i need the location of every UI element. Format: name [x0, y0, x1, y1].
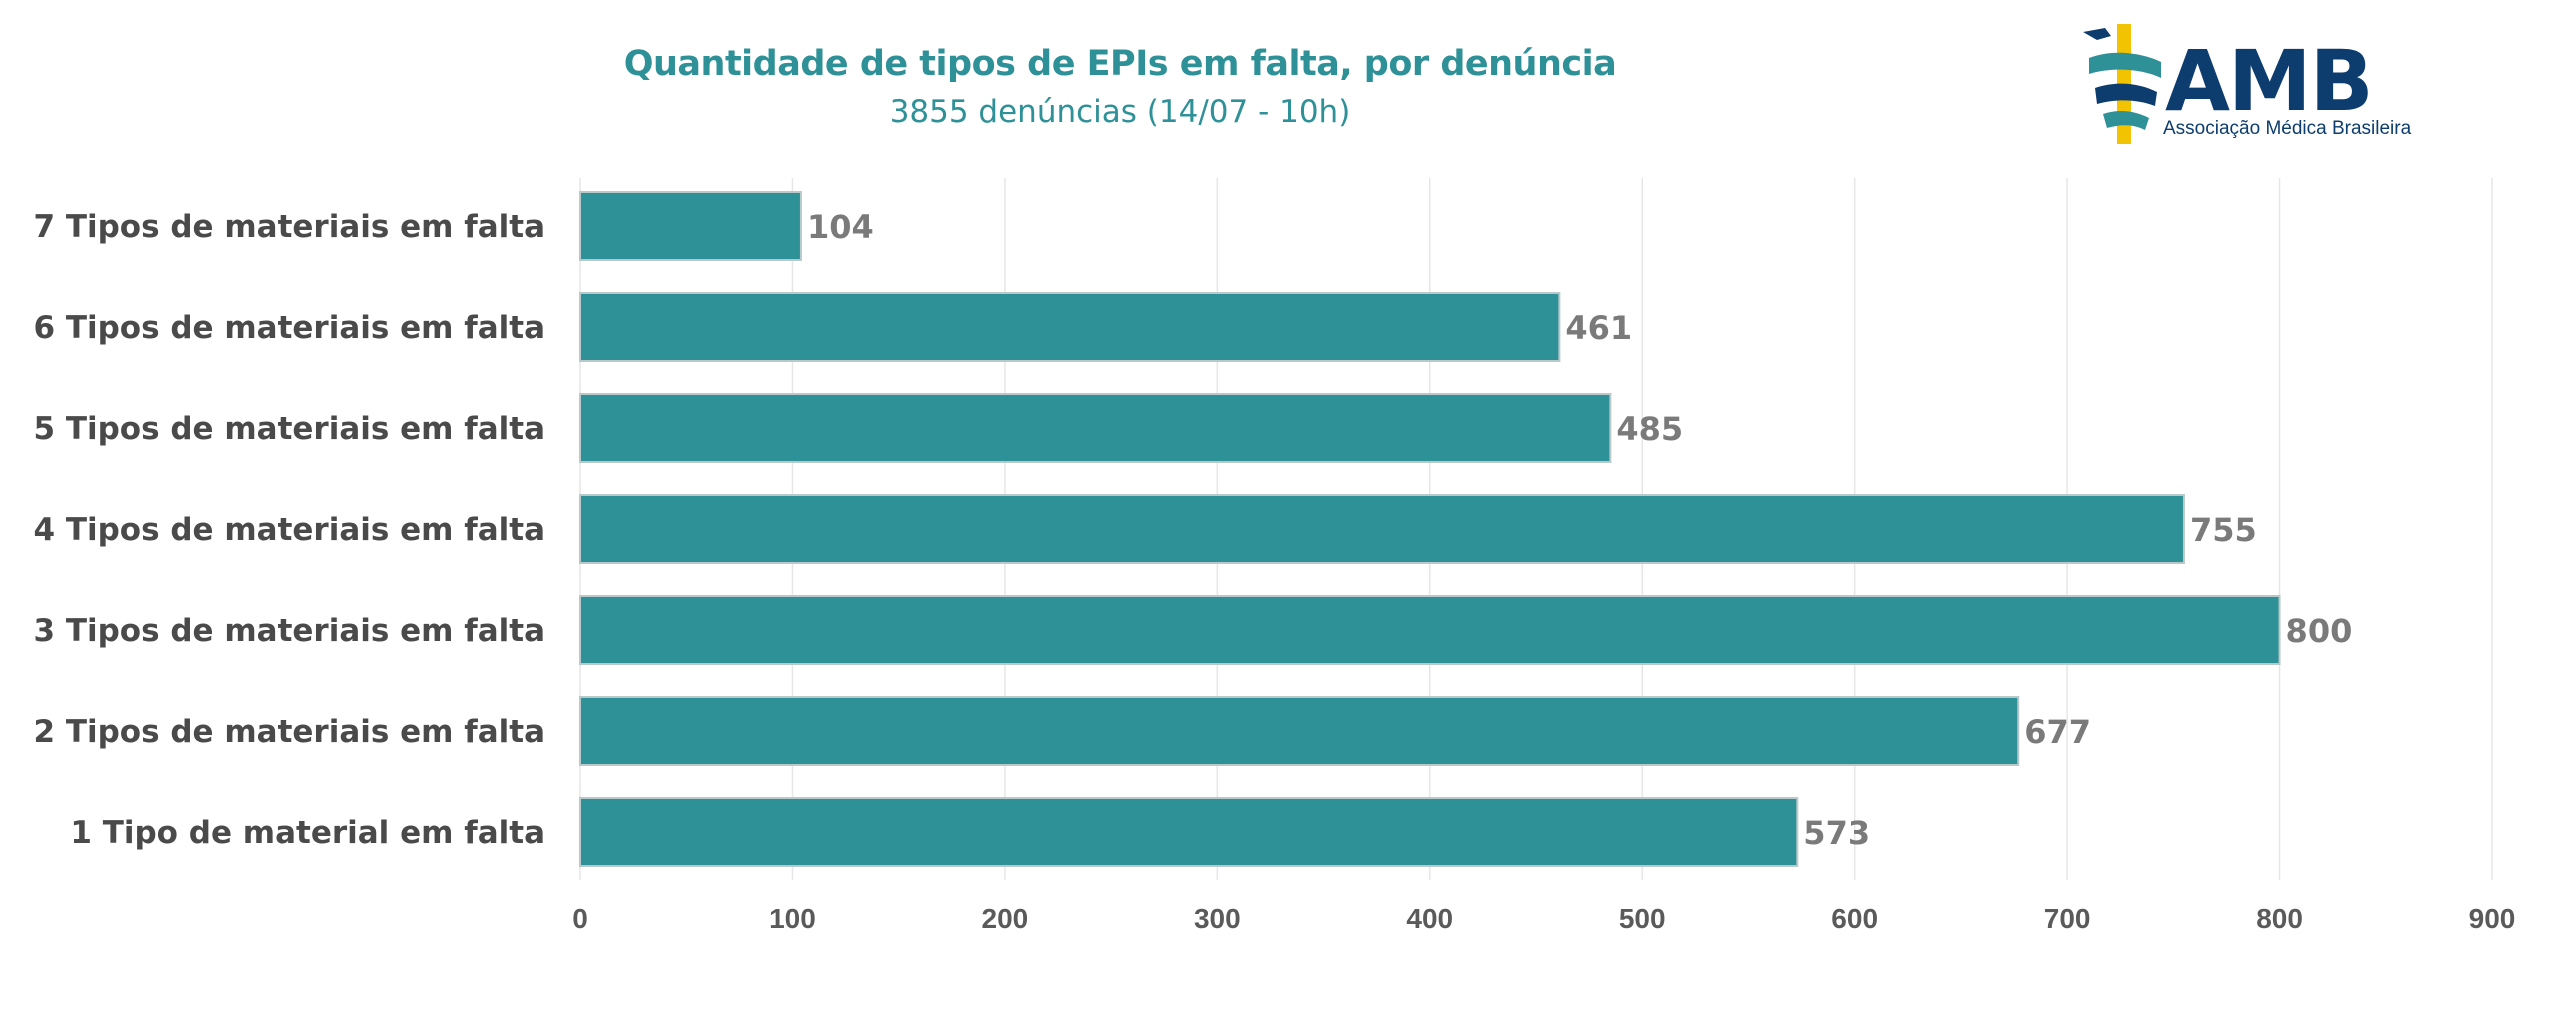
value-label: 573: [1803, 814, 1870, 852]
bar: [579, 595, 2281, 665]
category-label: 4 Tipos de materiais em falta: [33, 512, 545, 548]
x-tick-label: 300: [1194, 903, 1241, 934]
bar: [579, 191, 802, 261]
value-label: 755: [2190, 511, 2257, 549]
bar: [579, 393, 1612, 463]
category-label: 1 Tipo de material em falta: [70, 815, 545, 851]
bar: [579, 797, 1799, 867]
x-tick-label: 600: [1831, 903, 1878, 934]
x-axis-tick-labels: 0 100 200 300 400 500 600 700 800 900: [572, 903, 2515, 934]
value-label: 800: [2286, 612, 2353, 650]
bar: [579, 696, 2020, 766]
x-tick-label: 900: [2469, 903, 2516, 934]
logo-subtext: Associação Médica Brasileira: [2163, 118, 2412, 139]
category-label: 3 Tipos de materiais em falta: [33, 613, 545, 649]
x-tick-label: 100: [769, 903, 816, 934]
bar: [579, 494, 2185, 564]
logo-text: AMB: [2165, 32, 2374, 130]
value-labels: 104 461 485 755 800 677 573: [807, 208, 2352, 852]
bars: [579, 191, 2281, 867]
x-tick-label: 400: [1406, 903, 1453, 934]
chart-title: Quantidade de tipos de EPIs em falta, po…: [623, 44, 1617, 84]
category-label: 2 Tipos de materiais em falta: [33, 714, 545, 750]
category-labels: 7 Tipos de materiais em falta 6 Tipos de …: [33, 209, 545, 851]
category-label: 7 Tipos de materiais em falta: [33, 209, 545, 245]
chart-subtitle: 3855 denúncias (14/07 - 10h): [889, 94, 1351, 130]
x-tick-label: 700: [2044, 903, 2091, 934]
category-label: 6 Tipos de materiais em falta: [33, 310, 545, 346]
value-label: 485: [1616, 410, 1683, 448]
x-tick-label: 500: [1619, 903, 1666, 934]
value-label: 104: [807, 208, 874, 246]
value-label: 677: [2024, 713, 2091, 751]
x-tick-label: 0: [572, 903, 588, 934]
amb-logo: AMB Associação Médica Brasileira: [2075, 18, 2415, 148]
x-tick-label: 200: [982, 903, 1029, 934]
amb-emblem-icon: [2083, 24, 2161, 144]
value-label: 461: [1565, 309, 1632, 347]
category-label: 5 Tipos de materiais em falta: [33, 411, 545, 447]
bar: [579, 292, 1561, 362]
x-tick-label: 800: [2256, 903, 2303, 934]
